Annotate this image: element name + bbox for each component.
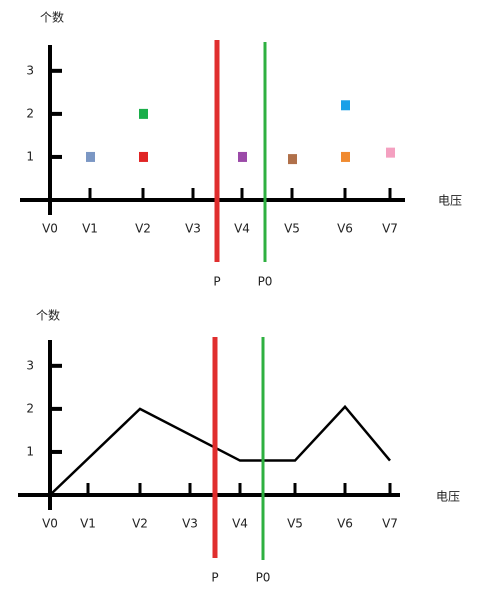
point — [386, 147, 395, 158]
x-tick-label: V5 — [287, 517, 303, 531]
line — [49, 404, 391, 496]
x-tick-label: V5 — [284, 222, 300, 236]
y-tick-label: 3 — [26, 63, 34, 77]
y-tick-label: 2 — [26, 106, 34, 120]
point — [341, 151, 350, 162]
x-tick-label: V1 — [80, 517, 96, 531]
x-tick-label: V3 — [185, 222, 201, 236]
y-tick-label: 1 — [26, 444, 34, 458]
y-axis-label: 个数 — [40, 10, 64, 25]
marker-label: P0 — [256, 571, 271, 585]
x-tick-label: V4 — [232, 517, 248, 531]
marker-label: P — [213, 275, 220, 289]
x-tick-label: V4 — [234, 222, 250, 236]
point — [238, 151, 247, 162]
x-tick-label: V3 — [182, 517, 198, 531]
x-tick-label: V0 — [42, 517, 58, 531]
point — [288, 154, 297, 165]
x-tick-label: V2 — [135, 222, 151, 236]
point — [139, 151, 148, 162]
y-tick-label: 1 — [26, 149, 34, 163]
x-tick-label: V1 — [82, 222, 98, 236]
marker-label: P — [211, 571, 218, 585]
point — [139, 108, 148, 119]
x-tick-label: V6 — [337, 222, 353, 236]
x-tick-label: V7 — [382, 222, 398, 236]
x-tick-label: V0 — [42, 222, 58, 236]
y-axis-label: 个数 — [36, 308, 60, 323]
point — [86, 151, 95, 162]
point — [341, 100, 350, 111]
x-axis-label: 电压 — [436, 490, 460, 504]
x-tick-label: V7 — [382, 517, 398, 531]
x-axis-label: 电压 — [438, 194, 462, 208]
x-tick-label: V6 — [337, 517, 353, 531]
marker-label: P0 — [258, 275, 273, 289]
y-tick-label: 3 — [26, 358, 34, 372]
y-tick-label: 2 — [26, 401, 34, 415]
x-tick-label: V2 — [132, 517, 148, 531]
